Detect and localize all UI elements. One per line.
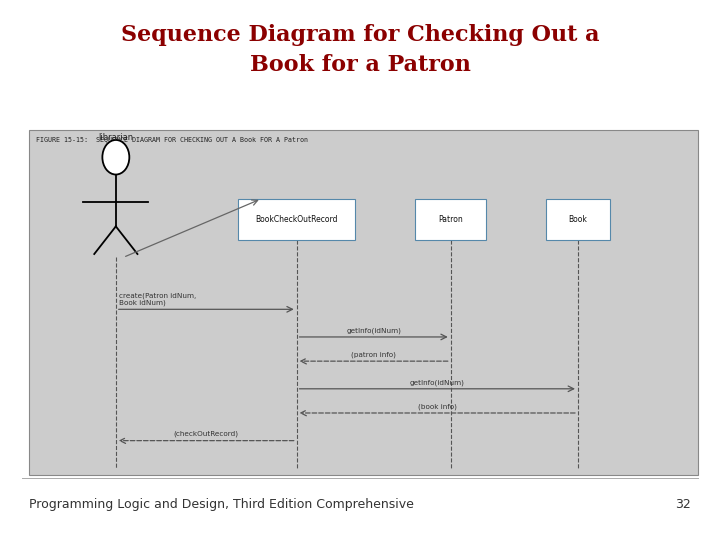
Text: Programming Logic and Design, Third Edition Comprehensive: Programming Logic and Design, Third Edit… — [29, 498, 414, 511]
Text: create(Patron idNum,
Book idNum): create(Patron idNum, Book idNum) — [120, 292, 197, 306]
FancyBboxPatch shape — [415, 199, 486, 240]
Text: Book for a Patron: Book for a Patron — [250, 54, 470, 76]
Text: getInfo(idNum): getInfo(idNum) — [410, 379, 464, 386]
Text: (checkOutRecord): (checkOutRecord) — [174, 431, 239, 437]
Text: (patron info): (patron info) — [351, 352, 396, 358]
Text: 32: 32 — [675, 498, 691, 511]
Text: (book info): (book info) — [418, 403, 456, 410]
Text: BookCheckOutRecord: BookCheckOutRecord — [256, 215, 338, 224]
Text: FIGURE 15-15:  SEQUENCE DIAGRAM FOR CHECKING OUT A Book FOR A Patron: FIGURE 15-15: SEQUENCE DIAGRAM FOR CHECK… — [36, 136, 308, 143]
Text: getInfo(idNum): getInfo(idNum) — [346, 327, 401, 334]
FancyBboxPatch shape — [546, 199, 610, 240]
Ellipse shape — [102, 140, 130, 174]
FancyBboxPatch shape — [29, 130, 698, 475]
Text: librarian: librarian — [99, 133, 133, 142]
Text: Book: Book — [568, 215, 588, 224]
Text: Patron: Patron — [438, 215, 463, 224]
FancyBboxPatch shape — [238, 199, 355, 240]
Text: Sequence Diagram for Checking Out a: Sequence Diagram for Checking Out a — [121, 24, 599, 46]
